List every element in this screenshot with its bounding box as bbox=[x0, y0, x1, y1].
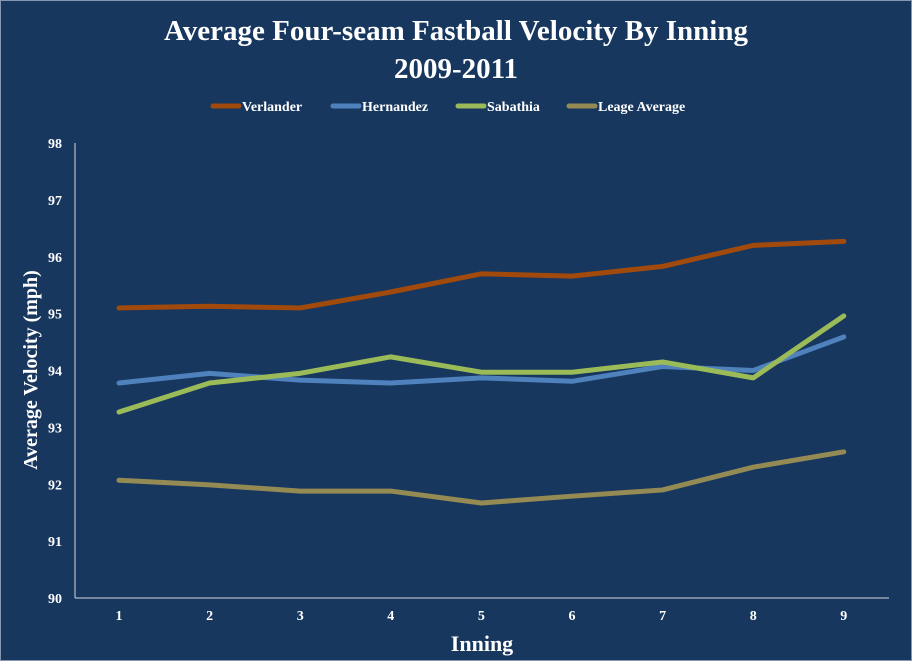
legend-item: Verlander bbox=[210, 100, 302, 115]
x-tick-label: 2 bbox=[206, 609, 213, 624]
series-verlander bbox=[116, 238, 847, 311]
y-tick-label: 96 bbox=[48, 251, 62, 266]
chart-subtitle: 2009-2011 bbox=[394, 53, 518, 85]
legend-item: Leage Average bbox=[566, 100, 685, 115]
x-tick-label: 3 bbox=[297, 609, 304, 624]
y-tick-label: 97 bbox=[48, 194, 62, 209]
y-tick-label: 98 bbox=[48, 137, 62, 152]
series-leage-average bbox=[116, 449, 847, 506]
x-tick-label: 9 bbox=[840, 609, 847, 624]
x-tick-label: 5 bbox=[478, 609, 485, 624]
legend: Verlander Hernandez Sabathia Leage Average bbox=[210, 100, 685, 115]
x-tick-label: 8 bbox=[750, 609, 757, 624]
series-sabathia bbox=[116, 313, 847, 415]
legend-label: Sabathia bbox=[487, 100, 540, 115]
chart-title: Average Four-seam Fastball Velocity By I… bbox=[164, 15, 749, 47]
y-tick-label: 94 bbox=[48, 365, 62, 380]
series-hernandez bbox=[116, 334, 847, 386]
x-axis-label: Inning bbox=[451, 631, 513, 656]
x-tick-label: 4 bbox=[387, 609, 394, 624]
y-tick-label: 92 bbox=[48, 478, 62, 493]
legend-label: Verlander bbox=[242, 100, 302, 115]
x-tick-label: 7 bbox=[659, 609, 666, 624]
y-tick-label: 91 bbox=[48, 535, 62, 550]
legend-label: Hernandez bbox=[362, 100, 428, 115]
y-tick-label: 93 bbox=[48, 421, 62, 436]
y-tick-label: 90 bbox=[48, 592, 62, 607]
y-tick-label: 95 bbox=[48, 308, 62, 323]
y-axis-label: Average Velocity (mph) bbox=[20, 270, 42, 470]
legend-item: Hernandez bbox=[330, 100, 428, 115]
legend-item: Sabathia bbox=[455, 100, 540, 115]
x-tick-label: 1 bbox=[116, 609, 123, 624]
x-tick-label: 6 bbox=[569, 609, 576, 624]
legend-label: Leage Average bbox=[598, 100, 685, 115]
